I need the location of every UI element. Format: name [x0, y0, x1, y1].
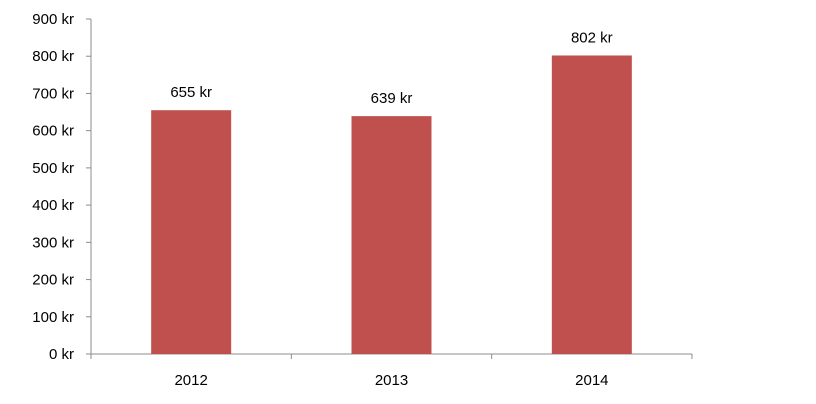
y-tick-label: 900 kr	[32, 11, 74, 28]
y-tick-label: 0 kr	[49, 346, 74, 363]
y-tick-label: 600 kr	[32, 123, 74, 140]
y-axis: 0 kr 100 kr 200 kr 300 kr 400 kr 500 kr 600 kr…	[32, 11, 92, 363]
x-tick-label: 2014	[575, 372, 608, 389]
y-tick-label: 100 kr	[32, 309, 74, 326]
y-tick-label: 500 kr	[32, 160, 74, 177]
data-label-2014: 802 kr	[571, 29, 613, 46]
x-axis: 2012 2013 2014	[90, 353, 693, 389]
data-label-2012: 655 kr	[170, 84, 212, 101]
data-label-2013: 639 kr	[371, 90, 413, 107]
bar-2012	[151, 110, 232, 354]
y-tick-label: 700 kr	[32, 85, 74, 102]
bar-2014	[551, 55, 632, 354]
y-tick-label: 400 kr	[32, 197, 74, 214]
data-labels: 655 kr 639 kr 802 kr	[170, 29, 612, 107]
x-tick-label: 2013	[375, 372, 408, 389]
bar-2013	[351, 116, 432, 355]
y-tick-label: 800 kr	[32, 48, 74, 65]
x-tick-label: 2012	[174, 372, 207, 389]
y-tick-label: 300 kr	[32, 234, 74, 251]
bars	[151, 55, 632, 355]
y-tick-label: 200 kr	[32, 272, 74, 289]
